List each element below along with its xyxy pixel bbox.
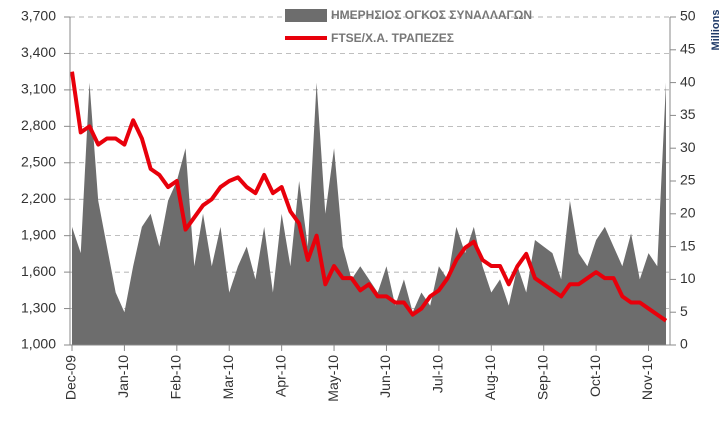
x-tick-label: Feb-10 — [168, 355, 184, 400]
y-tick-label: 1,300 — [21, 299, 56, 315]
y-tick-label: 1,000 — [21, 336, 56, 352]
y2-tick-label: 25 — [680, 172, 696, 188]
y-tick-label: 3,700 — [21, 8, 56, 24]
x-tick-label: Jan-10 — [115, 355, 131, 398]
legend-swatch — [285, 9, 327, 22]
x-tick-label: Oct-10 — [587, 355, 603, 397]
x-tick-label: May-10 — [325, 355, 341, 402]
legend-label: FTSE/Χ.Α. ΤΡΑΠΕΖΕΣ — [331, 31, 454, 45]
y2-tick-label: 10 — [680, 270, 696, 286]
y2-tick-label: 40 — [680, 73, 696, 89]
y-tick-label: 3,400 — [21, 44, 56, 60]
y2-tick-label: 45 — [680, 41, 696, 57]
x-tick-label: Jul-10 — [430, 355, 446, 393]
y-tick-label: 1,600 — [21, 263, 56, 279]
y-tick-label: 1,900 — [21, 226, 56, 242]
x-tick-label: Nov-10 — [639, 355, 655, 400]
x-tick-label: Jun-10 — [377, 355, 393, 398]
y2-tick-label: 5 — [680, 303, 688, 319]
legend-label: ΗΜΕΡΗΣΙΟΣ ΟΓΚΟΣ ΣΥΝΑΛΛΑΓΩΝ — [331, 8, 532, 22]
y-tick-label: 2,200 — [21, 190, 56, 206]
y2-tick-label: 30 — [680, 139, 696, 155]
x-tick-label: Dec-09 — [63, 355, 79, 400]
x-tick-label: Sep-10 — [534, 355, 550, 400]
y-tick-label: 3,100 — [21, 81, 56, 97]
y2-tick-label: 0 — [680, 336, 688, 352]
y-tick-label: 2,800 — [21, 117, 56, 133]
y2-tick-label: 50 — [680, 8, 696, 24]
index-line — [70, 71, 668, 323]
y2-tick-label: 20 — [680, 205, 696, 221]
y2-axis-label: Millions — [710, 10, 722, 51]
y-tick-label: 2,500 — [21, 153, 56, 169]
y2-tick-label: 35 — [680, 106, 696, 122]
volume-area — [72, 82, 666, 345]
x-tick-label: Apr-10 — [272, 355, 288, 397]
x-tick-label: Aug-10 — [482, 355, 498, 400]
x-tick-label: Mar-10 — [220, 355, 236, 400]
y2-tick-label: 15 — [680, 237, 696, 253]
